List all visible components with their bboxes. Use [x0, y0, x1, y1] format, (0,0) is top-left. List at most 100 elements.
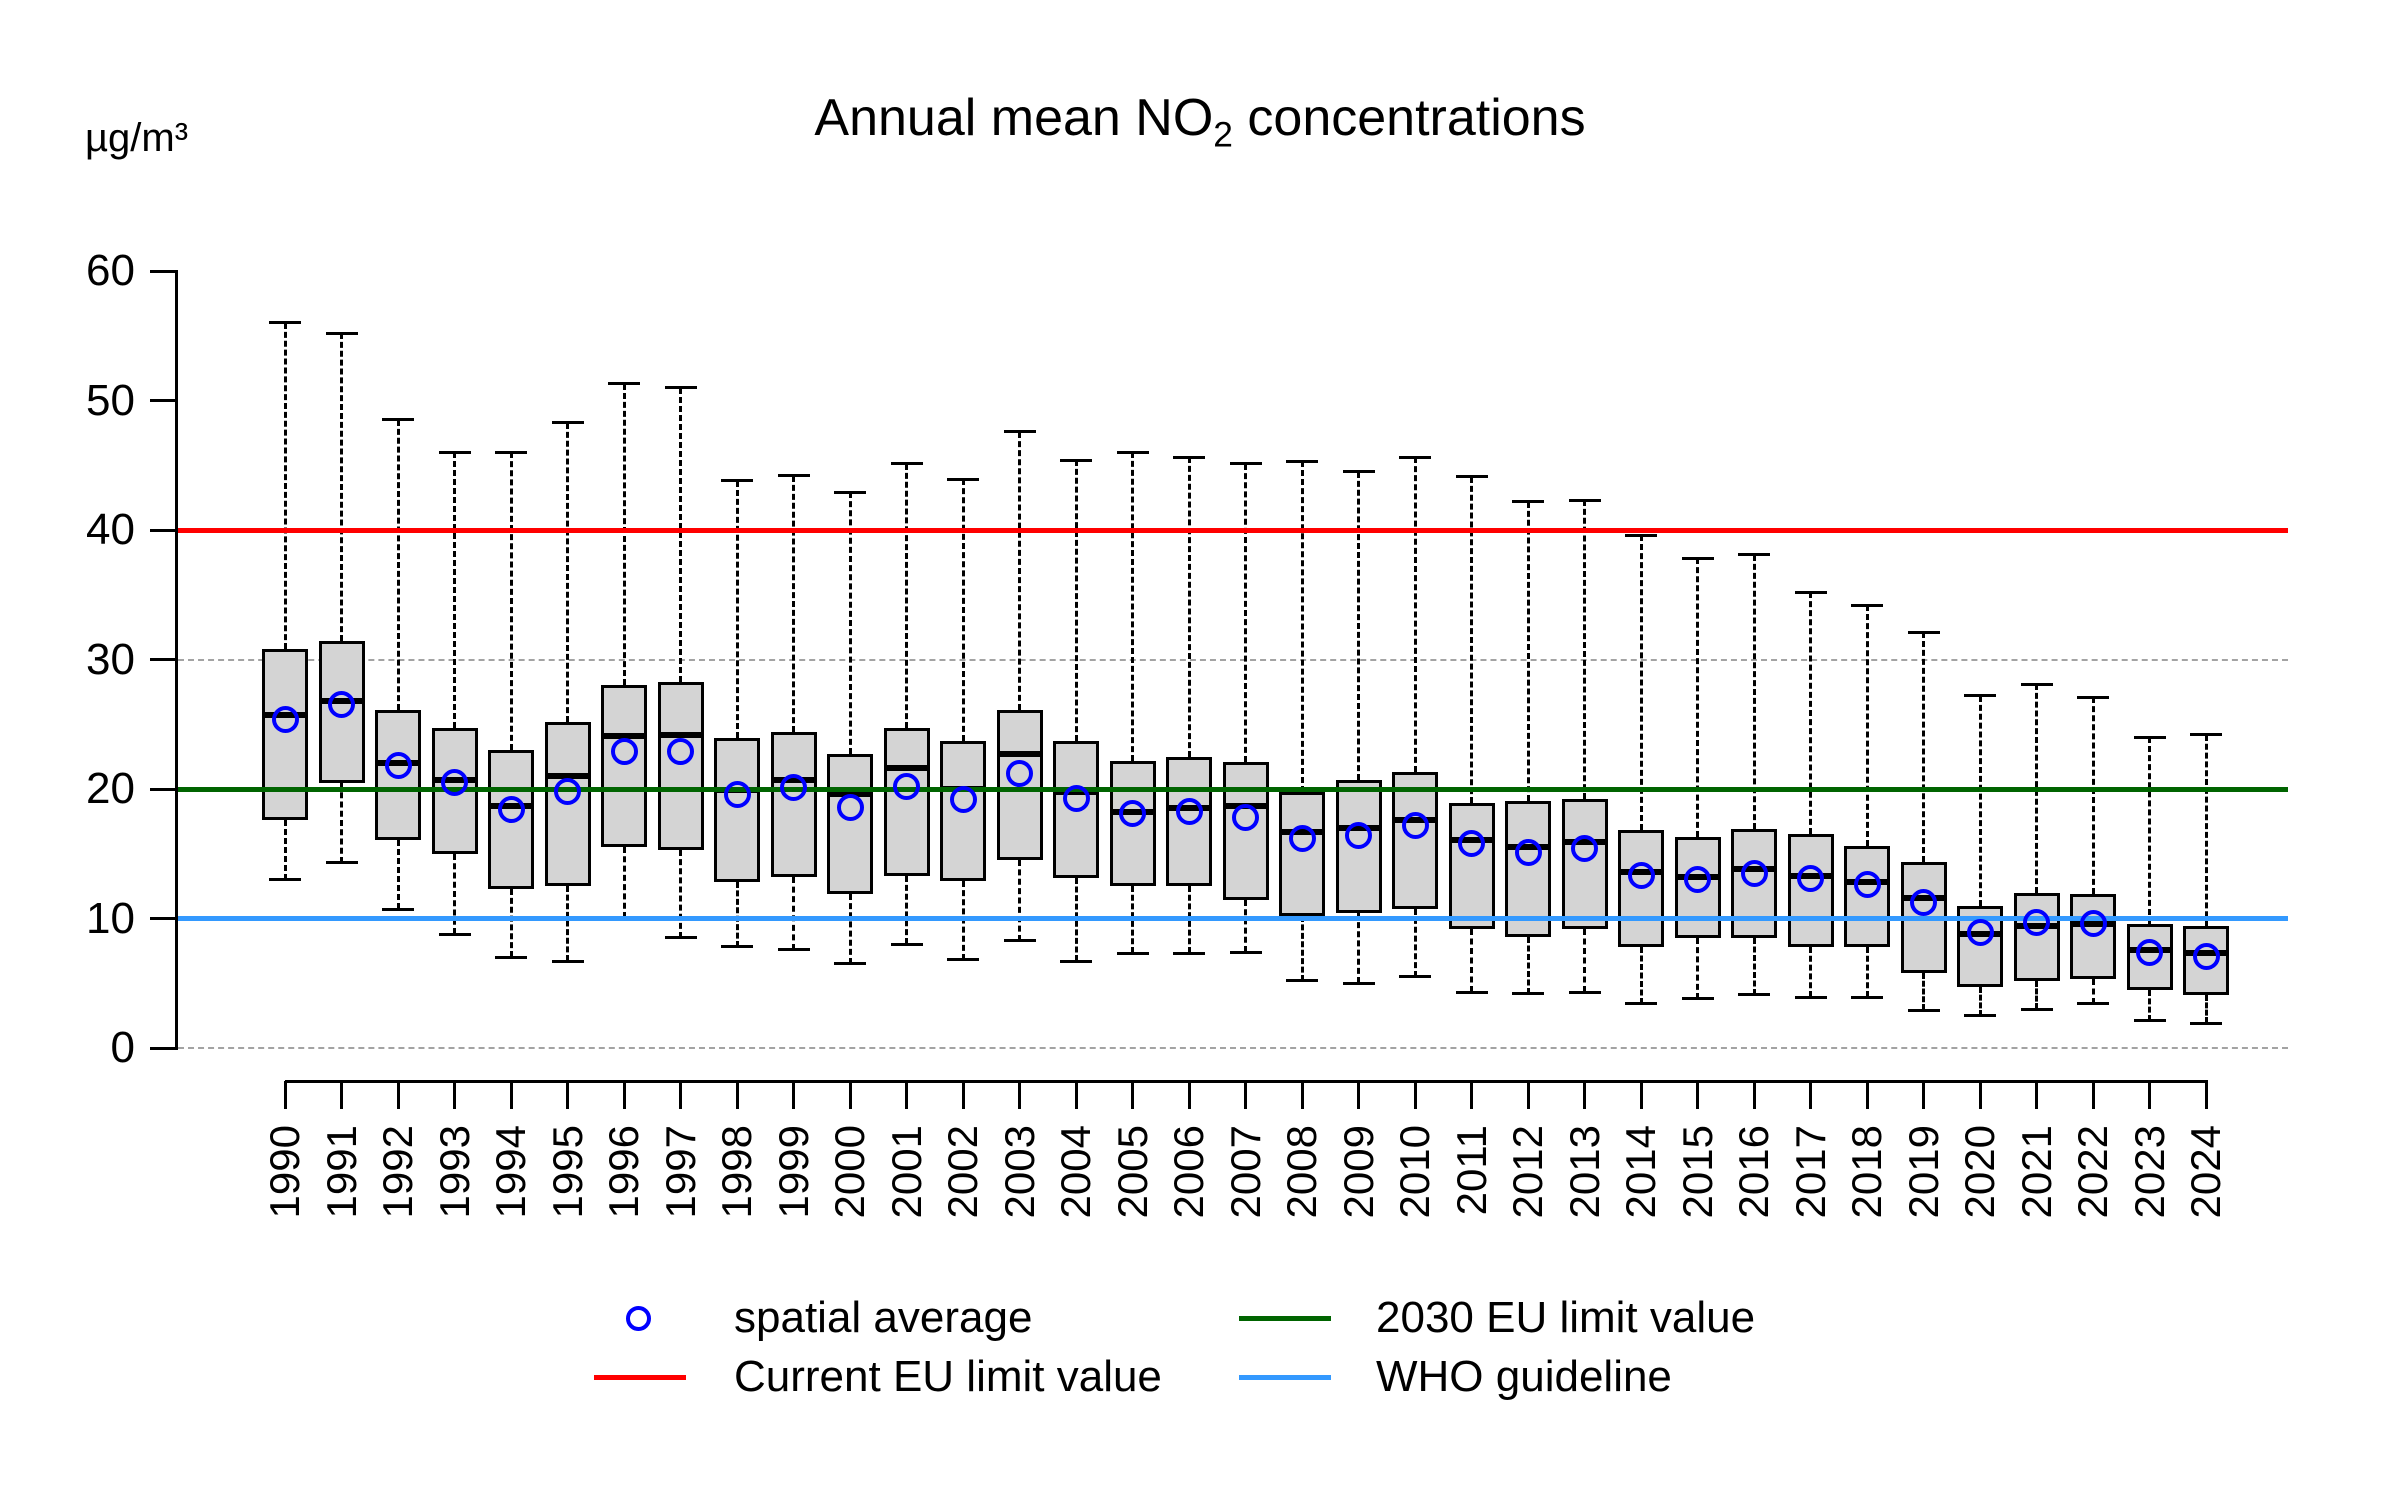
x-tick-label-2017: 2017: [1787, 1125, 1834, 1227]
whisker-lower-2009: [1357, 913, 1360, 984]
x-tick-2015: [1696, 1081, 1699, 1109]
current-eu-limit-line: [178, 527, 2288, 533]
whisker-cap-bottom-1990: [269, 878, 301, 882]
y-tick-label-10: 10: [86, 893, 135, 943]
x-tick-label-1999: 1999: [769, 1125, 817, 1227]
x-tick-label-2019: 2019: [1900, 1125, 1947, 1227]
legend-item-label-spatial-average: spatial average: [734, 1293, 1033, 1342]
mean-marker-2006: [1175, 797, 1203, 825]
whisker-lower-2001: [905, 875, 908, 945]
x-tick-2013: [1583, 1081, 1586, 1109]
whisker-upper-2016: [1752, 554, 1756, 830]
y-tick-30: [150, 658, 178, 661]
mean-marker-2015: [1684, 866, 1711, 894]
x-tick-label-text: 2008: [1278, 1125, 1325, 1219]
whisker-cap-top-1997: [664, 386, 697, 390]
legend-item-label-current-eu-limit-value: Current EU limit value: [734, 1352, 1162, 1401]
x-tick-2008: [1300, 1081, 1304, 1109]
y-tick-0: [150, 1046, 178, 1050]
whisker-upper-2000: [848, 492, 852, 755]
whisker-lower-1997: [679, 849, 682, 938]
mean-marker-2017: [1797, 864, 1824, 892]
mean-marker-2018: [1853, 871, 1881, 899]
x-tick-label-text: 1998: [713, 1125, 760, 1219]
x-tick-1990: [283, 1081, 287, 1109]
whisker-upper-2009: [1357, 471, 1360, 780]
whisker-upper-2001: [905, 463, 908, 729]
whisker-cap-bottom-2014: [1625, 1002, 1657, 1006]
x-tick-label-2003: 2003: [996, 1125, 1043, 1227]
x-tick-label-1998: 1998: [713, 1125, 760, 1227]
x-tick-2016: [1752, 1081, 1756, 1109]
chart-title-suffix: concentrations: [1232, 89, 1586, 147]
whisker-cap-bottom-2003: [1003, 939, 1036, 942]
mean-marker-2003: [1006, 759, 1033, 787]
whisker-cap-top-2005: [1116, 450, 1149, 454]
x-tick-2019: [1922, 1081, 1925, 1109]
whisker-cap-top-2009: [1342, 470, 1375, 474]
whisker-cap-bottom-2005: [1116, 951, 1149, 955]
x-tick-label-2009: 2009: [1335, 1125, 1382, 1227]
mean-marker-2019: [1910, 889, 1937, 917]
mean-marker-1994: [497, 796, 525, 824]
y-tick-label-20: 20: [86, 764, 135, 813]
whisker-lower-1991: [340, 782, 343, 863]
x-tick-label-text: 1994: [487, 1125, 534, 1219]
whisker-cap-bottom-2013: [1568, 990, 1601, 994]
mean-marker-2016: [1740, 859, 1768, 887]
y-tick-label-50: 50: [86, 375, 135, 425]
x-tick-label-text: 2001: [882, 1125, 930, 1219]
x-tick-label-text: 1992: [374, 1125, 421, 1219]
legend-circle-marker-spatial-average: [625, 1305, 651, 1331]
whisker-upper-2005: [1131, 452, 1134, 761]
y-tick-label-60: 60: [86, 246, 135, 295]
x-tick-2007: [1244, 1081, 1247, 1109]
whisker-upper-1997: [679, 387, 682, 682]
x-tick-2022: [2091, 1081, 2095, 1109]
median-line-2001: [883, 765, 930, 772]
x-tick-label-text: 1999: [769, 1125, 817, 1219]
whisker-lower-2000: [848, 893, 852, 964]
whisker-lower-2012: [1526, 936, 1530, 994]
x-tick-label-1994: 1994: [487, 1125, 534, 1227]
mean-marker-1999: [780, 774, 807, 802]
gridline-0: [178, 1047, 2288, 1049]
whisker-upper-2017: [1809, 592, 1812, 835]
whisker-lower-1992: [396, 839, 400, 910]
whisker-cap-bottom-2019: [1907, 1008, 1940, 1012]
box-2006: [1166, 756, 1212, 887]
whisker-cap-top-1996: [608, 382, 640, 386]
whisker-upper-2015: [1696, 558, 1699, 837]
whisker-lower-2017: [1809, 946, 1812, 998]
x-tick-label-2004: 2004: [1052, 1125, 1099, 1227]
whisker-upper-2010: [1413, 457, 1417, 773]
mean-marker-1990: [271, 705, 299, 733]
whisker-lower-1999: [792, 877, 795, 950]
whisker-cap-bottom-2023: [2133, 1019, 2166, 1023]
x-tick-label-1997: 1997: [657, 1125, 704, 1227]
x-tick-1991: [340, 1081, 343, 1109]
x-tick-1994: [509, 1081, 513, 1109]
whisker-lower-2008: [1300, 915, 1304, 981]
mean-marker-2004: [1062, 784, 1090, 812]
x-tick-2012: [1526, 1081, 1530, 1109]
x-tick-1997: [679, 1081, 682, 1109]
x-tick-label-text: 2018: [1843, 1125, 1890, 1219]
x-tick-label-2020: 2020: [1956, 1125, 2003, 1227]
x-tick-label-2000: 2000: [826, 1125, 873, 1227]
box-2002: [940, 741, 986, 881]
x-tick-1996: [622, 1081, 626, 1109]
chart-title-subscript: 2: [1213, 115, 1233, 155]
whisker-cap-bottom-1997: [664, 936, 697, 940]
whisker-cap-bottom-2012: [1512, 992, 1544, 996]
whisker-lower-2014: [1639, 946, 1643, 1004]
box-1996: [601, 685, 647, 848]
whisker-upper-1999: [792, 475, 795, 733]
whisker-lower-2021: [2035, 980, 2038, 1010]
whisker-cap-top-2010: [1399, 455, 1431, 459]
whisker-cap-bottom-2010: [1399, 975, 1431, 979]
mean-marker-2010: [1401, 811, 1429, 839]
whisker-upper-2013: [1583, 500, 1586, 800]
mean-marker-2014: [1627, 862, 1655, 890]
x-tick-label-text: 2015: [1673, 1125, 1721, 1219]
